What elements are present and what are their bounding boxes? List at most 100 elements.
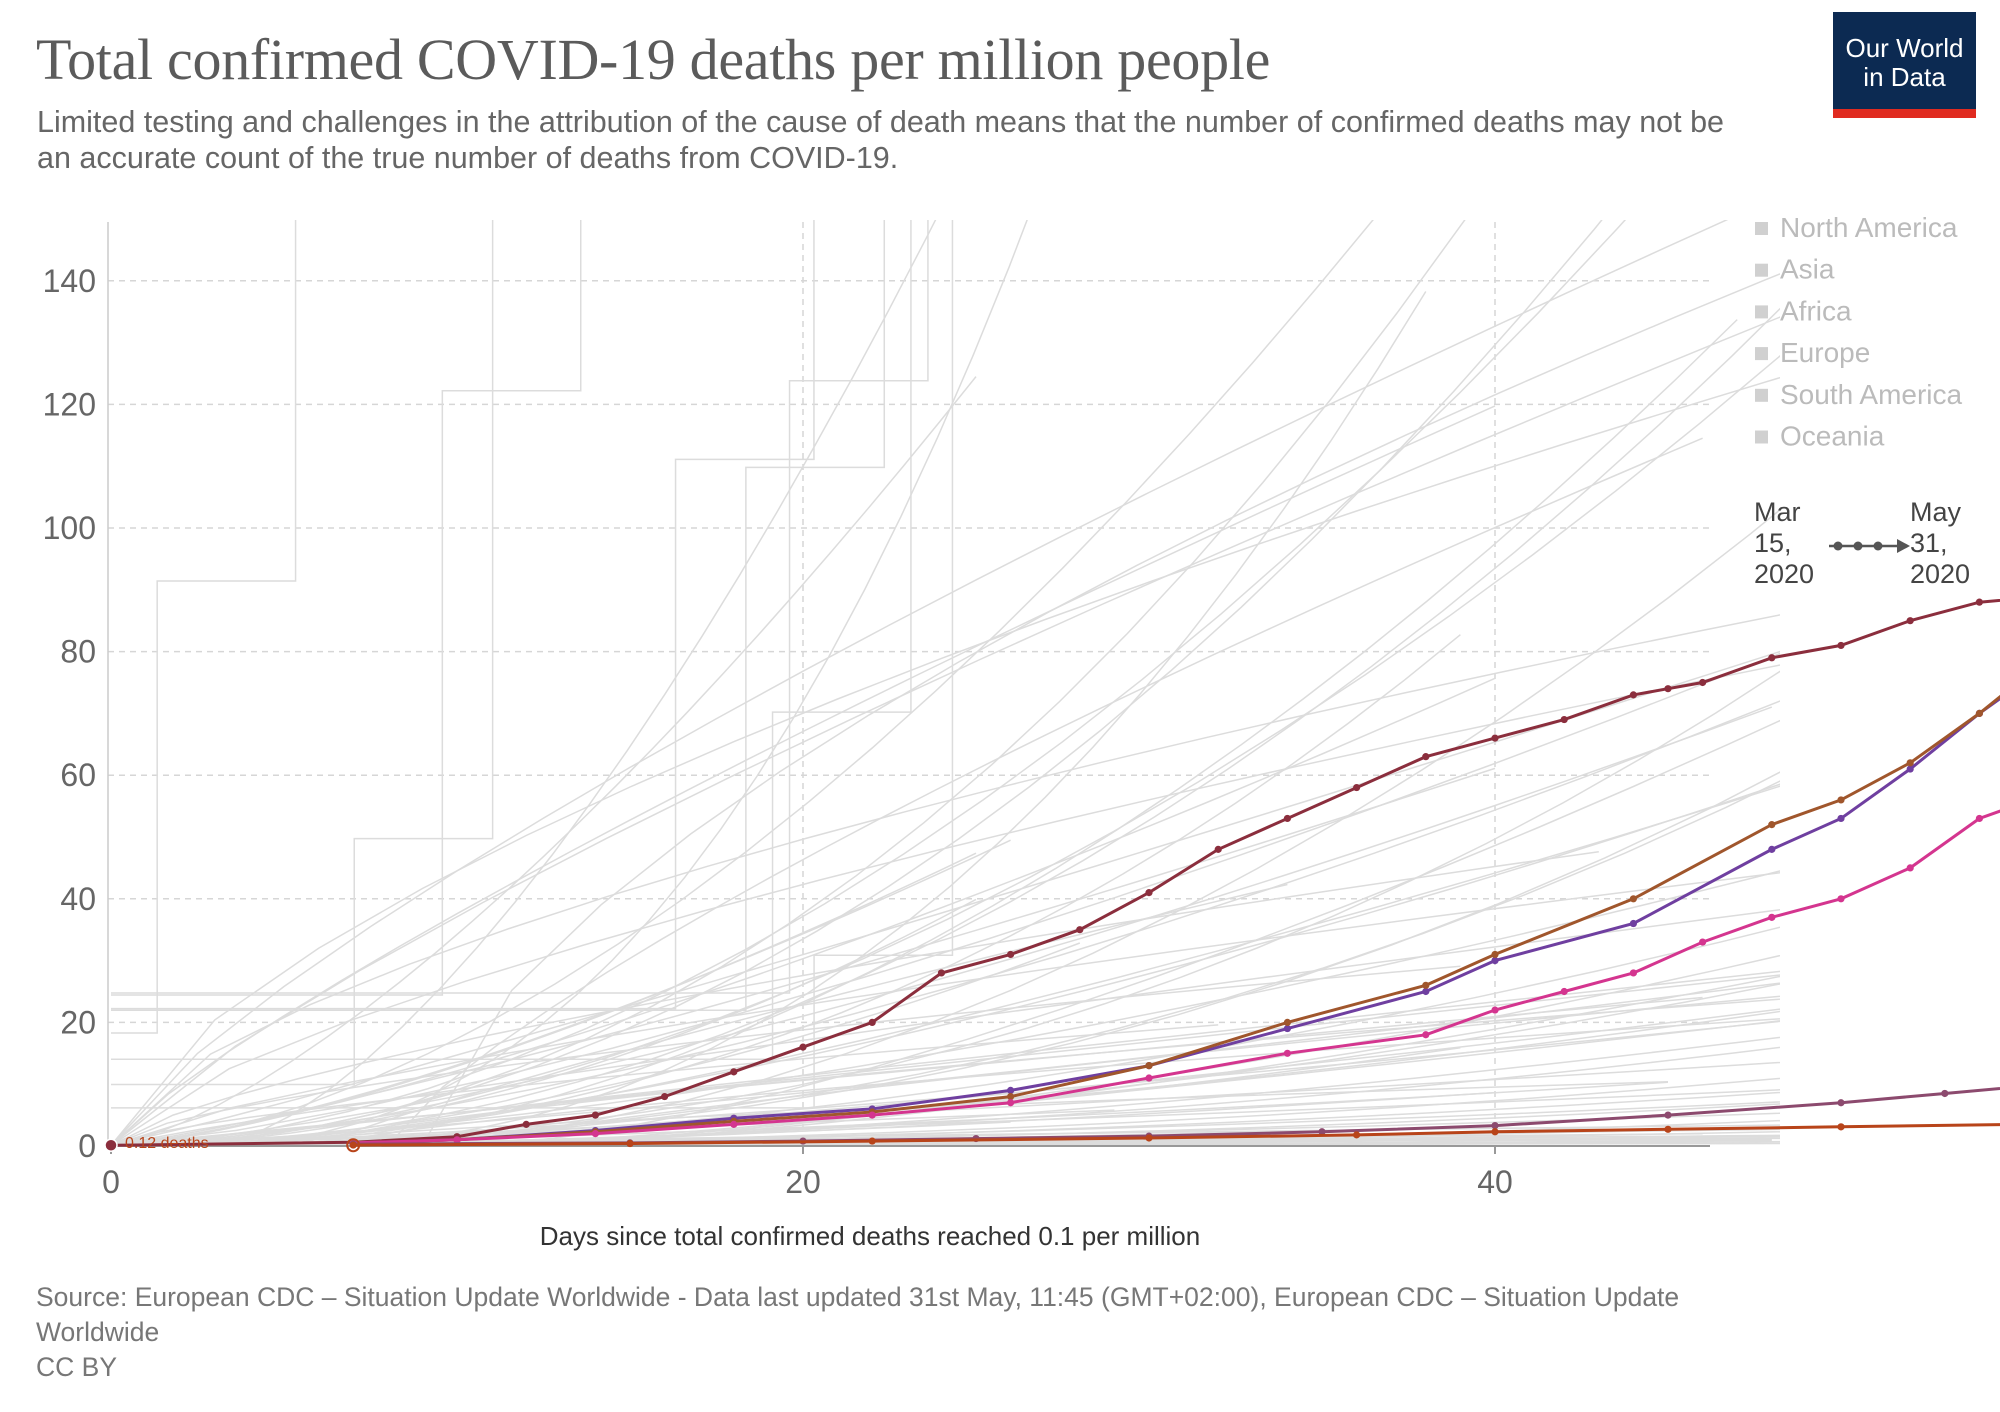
background-country-line — [110, 1077, 1780, 1147]
background-country-line — [110, 850, 1599, 1147]
region-legend[interactable]: North America Asia Africa Europe South Ameri… — [1755, 212, 1963, 452]
background-country-line — [110, 376, 1780, 1146]
background-country-line — [111, 220, 954, 1109]
data-point — [591, 1111, 600, 1119]
background-series — [110, 220, 1780, 1147]
data-point — [1145, 889, 1153, 897]
data-point — [1629, 691, 1637, 699]
data-point — [937, 969, 946, 977]
chart-footer: Source: European CDC – Situation Update … — [36, 1280, 1936, 1385]
background-country-line — [283, 291, 1427, 1147]
data-point — [1906, 759, 1914, 767]
data-point — [1768, 845, 1776, 853]
background-country-line — [110, 664, 1780, 1147]
source-note-continued: Worldwide — [36, 1317, 160, 1347]
timeline-end-label: May — [1910, 497, 1962, 527]
data-point — [1422, 981, 1430, 989]
chart-subtitle: Limited testing and challenges in the at… — [37, 105, 1725, 175]
data-point — [1837, 1123, 1845, 1131]
data-point — [1975, 709, 1983, 718]
background-country-line — [110, 700, 1780, 1147]
background-country-line — [110, 614, 1780, 1146]
y-tick-label: 80 — [60, 634, 96, 670]
background-country-line — [110, 405, 1496, 1146]
y-tick-label: 20 — [60, 1004, 96, 1040]
legend-label: South America — [1780, 379, 1963, 410]
background-country-line — [110, 220, 1627, 1147]
data-point — [1491, 957, 1499, 965]
data-point — [1491, 1122, 1499, 1130]
data-point — [1941, 1089, 1949, 1098]
data-point — [1318, 1128, 1326, 1136]
chart-title: Total confirmed COVID-19 deaths per mill… — [36, 27, 1271, 92]
data-point — [1145, 1062, 1153, 1070]
data-point — [1422, 753, 1430, 761]
background-country-line — [491, 1020, 1780, 1147]
data-point — [591, 1130, 600, 1138]
background-country-line — [110, 974, 1780, 1147]
background-country-line — [318, 883, 1288, 1147]
data-point — [1906, 765, 1914, 773]
owid-logo[interactable]: Our World in Data — [1833, 12, 1976, 118]
legend-label: Africa — [1780, 295, 1852, 326]
timeline-start-label: 2020 — [1754, 559, 1814, 589]
timeline-dot — [1853, 541, 1863, 551]
data-point — [1768, 913, 1776, 921]
timeline-arrow — [1897, 539, 1910, 553]
background-country-line — [249, 926, 1780, 1147]
highlighted-series: GermanyBrazilPeruMexicoSouth AfricaAustr… — [104, 598, 2000, 1153]
data-point — [868, 1137, 876, 1145]
background-country-line — [111, 220, 886, 1012]
data-point — [1283, 1049, 1291, 1057]
data-point — [1283, 814, 1291, 823]
background-country-line — [180, 220, 1028, 1147]
timeline-start-label: Mar — [1754, 497, 1801, 527]
data-point — [1145, 1074, 1153, 1082]
data-point — [799, 1043, 807, 1051]
data-point — [1007, 1099, 1015, 1107]
data-point — [1906, 617, 1914, 625]
data-point — [453, 1136, 461, 1144]
background-country-line — [110, 220, 1466, 1147]
timeline-dot — [1873, 541, 1883, 551]
start-marker — [104, 1138, 118, 1153]
data-point — [1629, 969, 1637, 977]
data-point — [1076, 926, 1084, 934]
background-country-line — [110, 983, 1780, 1147]
y-tick-label: 140 — [43, 263, 96, 299]
data-point — [1007, 1086, 1015, 1094]
background-country-line — [110, 852, 977, 1147]
data-point — [1664, 685, 1672, 693]
background-country-line — [110, 670, 1780, 1147]
y-tick-label: 0 — [78, 1128, 96, 1164]
series-australia: Australia — [349, 1123, 2000, 1149]
data-point — [661, 1092, 669, 1101]
background-country-line — [110, 220, 1374, 1147]
background-country-line — [180, 783, 1780, 1147]
background-country-line — [110, 965, 1461, 1147]
data-point — [1975, 598, 1983, 606]
x-tick-label: 20 — [785, 1164, 821, 1200]
legend-label: North America — [1780, 212, 1958, 243]
background-country-line — [110, 898, 977, 1147]
data-point — [1837, 814, 1845, 823]
data-point — [1629, 895, 1637, 903]
data-point — [1422, 1031, 1430, 1039]
timeline-dot — [1833, 541, 1843, 551]
background-country-line — [353, 1036, 1780, 1147]
background-country-line — [110, 706, 1773, 1147]
legend-label: Europe — [1780, 337, 1870, 368]
background-country-line — [111, 220, 297, 1034]
background-country-line — [111, 220, 929, 994]
start-marker — [346, 1138, 361, 1153]
background-country-line — [110, 780, 1780, 1147]
data-point — [730, 1120, 738, 1128]
legend-label: Oceania — [1780, 421, 1885, 452]
legend-swatch — [1755, 222, 1768, 235]
series-line — [353, 696, 2000, 1145]
data-point — [1007, 1092, 1015, 1101]
legend-label: Asia — [1780, 254, 1835, 285]
data-point — [1007, 950, 1015, 959]
background-country-line — [110, 1024, 1219, 1147]
